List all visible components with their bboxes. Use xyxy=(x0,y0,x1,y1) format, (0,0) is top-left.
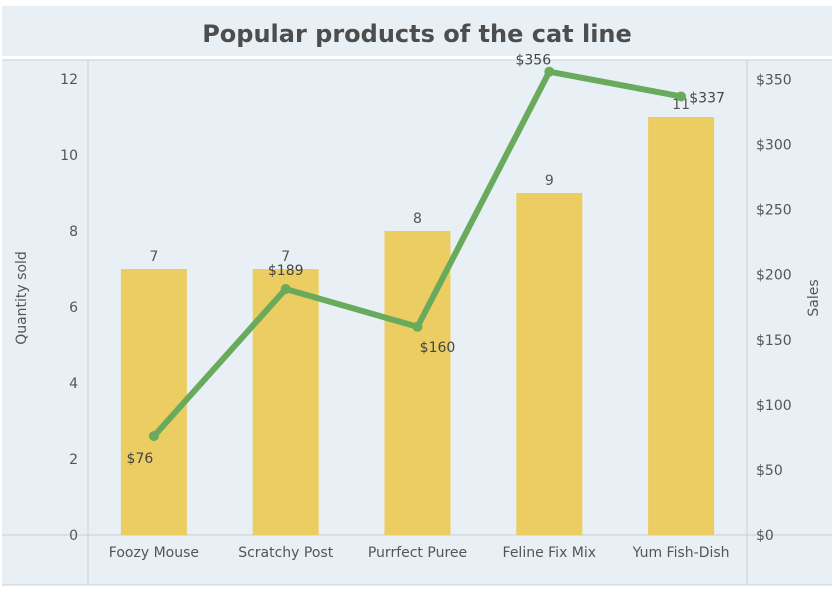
title-band xyxy=(2,6,832,56)
right-axis-tick-label: $350 xyxy=(756,73,792,89)
right-axis-title: Sales xyxy=(806,279,822,316)
sales-value-label: $76 xyxy=(127,451,154,467)
right-axis-tick-label: $200 xyxy=(756,268,792,284)
right-axis-tick-label: $150 xyxy=(756,333,792,349)
left-axis-tick-label: 4 xyxy=(69,376,78,392)
chart-title: Popular products of the cat line xyxy=(202,20,632,48)
bar-value-label: 9 xyxy=(545,173,554,189)
sales-point-1 xyxy=(148,431,159,442)
right-axis-tick-label: $300 xyxy=(756,138,792,154)
sales-value-label: $160 xyxy=(420,340,456,356)
bar-value-label: 7 xyxy=(281,249,290,265)
sales-value-label: $337 xyxy=(689,90,725,106)
bar-4 xyxy=(516,193,583,535)
right-axis-tick-label: $100 xyxy=(756,398,792,414)
sales-point-3 xyxy=(412,321,423,332)
left-axis-tick-label: 12 xyxy=(60,72,78,88)
bar-value-label: 7 xyxy=(149,249,158,265)
category-label: Yum Fish-Dish xyxy=(632,545,730,561)
category-label: Feline Fix Mix xyxy=(503,545,597,561)
right-axis-tick-label: $50 xyxy=(756,463,783,479)
category-label: Scratchy Post xyxy=(238,545,334,561)
bar-value-label: 8 xyxy=(413,211,422,227)
bar-1 xyxy=(120,269,187,535)
right-axis-tick-label: $250 xyxy=(756,203,792,219)
sales-value-label: $356 xyxy=(515,53,551,69)
bar-value-label: 11 xyxy=(672,97,690,113)
left-axis-title: Quantity sold xyxy=(14,251,30,345)
category-label: Foozy Mouse xyxy=(109,545,199,561)
right-axis-tick-label: $0 xyxy=(756,528,774,544)
bar-2 xyxy=(252,269,319,535)
left-axis-tick-label: 8 xyxy=(69,224,78,240)
left-axis-tick-label: 6 xyxy=(69,300,78,316)
sales-point-4 xyxy=(544,66,555,77)
left-axis-tick-label: 0 xyxy=(69,528,78,544)
sales-point-2 xyxy=(280,284,291,295)
left-axis-tick-label: 10 xyxy=(60,148,78,164)
sales-value-label: $189 xyxy=(268,263,304,279)
bar-5 xyxy=(648,117,715,535)
category-label: Purrfect Puree xyxy=(368,545,467,561)
left-axis-tick-label: 2 xyxy=(69,452,78,468)
sales-point-5 xyxy=(676,91,687,102)
